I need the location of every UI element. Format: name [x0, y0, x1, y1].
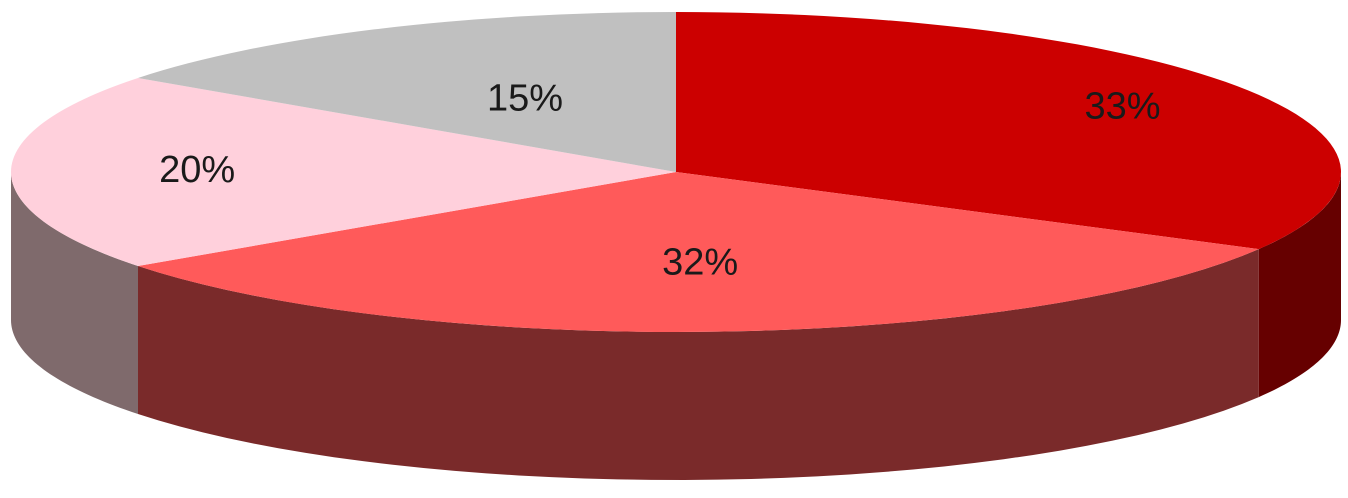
slice-2-32-side [138, 249, 1259, 480]
slice-4-15-label: 15% [487, 78, 563, 120]
pie-labels: 33% 32% 20% 15% [159, 78, 1160, 284]
slice-3-20-label: 20% [159, 149, 235, 191]
slice-3-20-side [11, 172, 138, 415]
slice-2-32-top [138, 172, 1259, 333]
slice-3-20-top [10, 77, 676, 267]
pie-top-slices [10, 12, 1341, 333]
slice-2-32-label: 32% [662, 242, 738, 284]
slice-4-15-top [138, 12, 676, 172]
slice-1-33-side [1258, 172, 1341, 398]
pie-sides [11, 172, 1341, 480]
slice-1-33-top [676, 12, 1341, 250]
slice-1-33-label: 33% [1084, 86, 1160, 128]
